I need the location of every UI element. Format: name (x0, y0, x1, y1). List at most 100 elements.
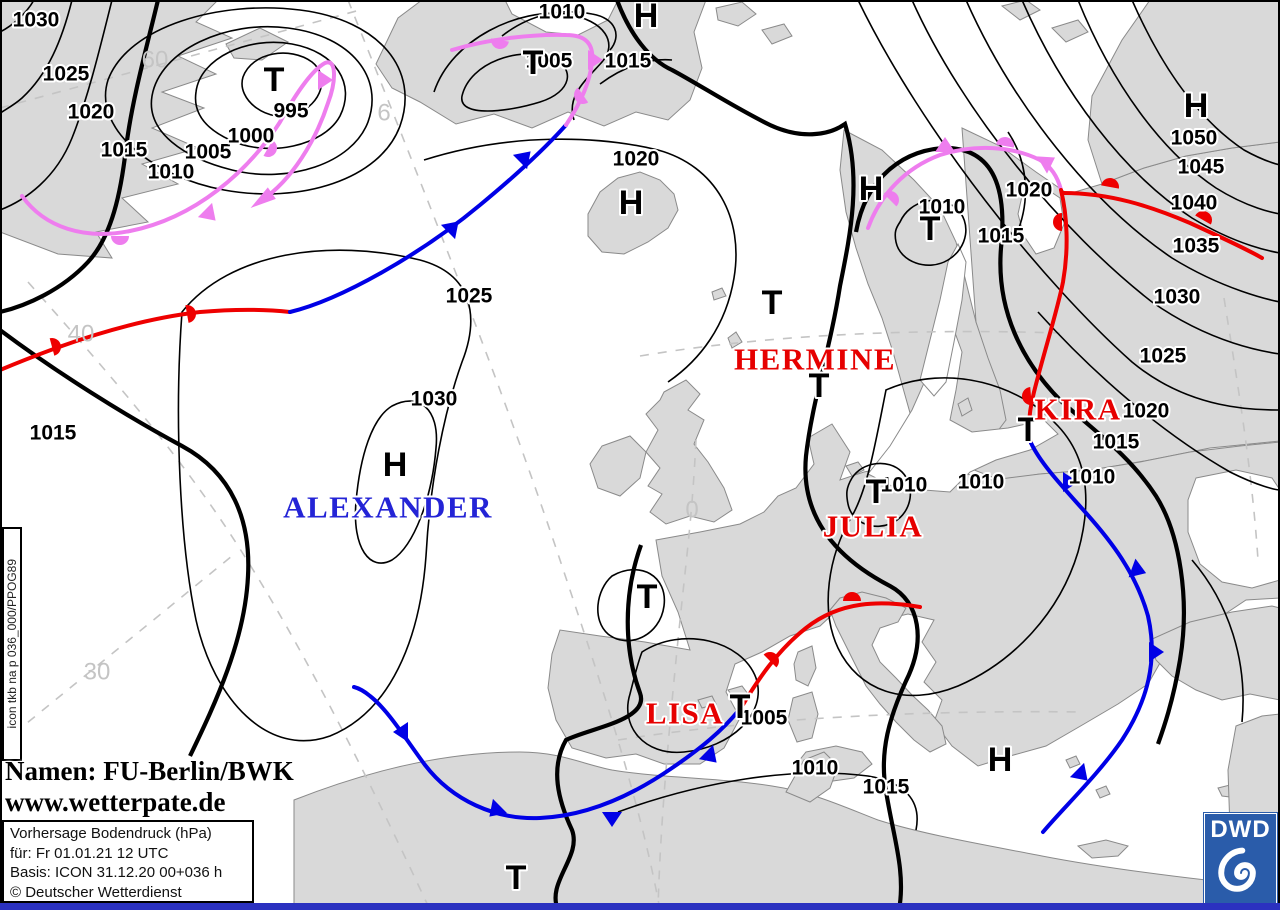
pressure-value-label: 1020 (68, 101, 115, 124)
low-pressure-marker: T (762, 284, 783, 322)
isobar-line-main (0, 0, 161, 315)
cold-front-marker (1069, 762, 1088, 781)
credits-block: Namen: FU-Berlin/BWK www.wetterpate.de (5, 756, 294, 818)
isobar-line (846, 462, 912, 528)
pressure-value-label: 1015 (863, 776, 910, 799)
info-model-basis-line: Basis: ICON 31.12.20 00+036 h (10, 864, 223, 881)
graticule-value-label: 6 (377, 100, 390, 127)
info-copyright-line: © Deutscher Wetterdienst (10, 883, 182, 901)
warm-front-marker (1195, 211, 1212, 225)
isobar-line-main (553, 544, 644, 910)
low-pressure-marker: T (1018, 411, 1039, 449)
isobar-line (965, 0, 1280, 303)
front-group (0, 32, 1264, 834)
pressure-value-label: 1025 (446, 285, 493, 308)
low-pressure-marker: T (264, 61, 285, 99)
occluded-front-marker (263, 140, 277, 157)
occluded-front-marker (1037, 156, 1055, 174)
graticule-line (1223, 297, 1259, 561)
pressure-value-label: 1050 (1171, 127, 1218, 150)
pressure-system-name: ALEXANDER (283, 490, 493, 525)
graticule-value-label: 60 (142, 47, 169, 74)
pressure-value-label: 1015 (978, 225, 1025, 248)
cold-front-marker (489, 798, 508, 817)
warm-front-marker (49, 338, 61, 356)
pressure-value-label: 1005 (741, 707, 788, 730)
graticule-line (617, 710, 1081, 741)
isobar-line (1191, 559, 1244, 723)
graticule-value-label: 40 (68, 321, 95, 348)
isobar-line (911, 0, 1280, 355)
land-mass (957, 397, 973, 417)
isobar-line (241, 52, 323, 117)
dwd-logo-text: DWD (1210, 816, 1271, 843)
names-credit-label: Namen: FU-Berlin/BWK (5, 756, 294, 786)
pressure-system-name: JULIA (823, 509, 924, 544)
cold-front-marker (393, 722, 408, 742)
land-mass (845, 461, 865, 477)
occluded-front-marker (996, 137, 1014, 148)
cold-front-marker (1063, 472, 1078, 492)
occluded-front-marker (935, 137, 955, 152)
isobar-line-main (0, 328, 251, 757)
isobar-line (894, 199, 967, 266)
cold-front-marker (1149, 642, 1164, 662)
isobar-line (597, 568, 666, 642)
land-mass (587, 171, 679, 255)
forecast-info-box: Vorhersage Bodendruck (hPa) für: Fr 01.0… (2, 820, 254, 903)
land-mass (1076, 839, 1129, 859)
bottom-blue-bar (0, 903, 1280, 910)
occluded-front-marker (574, 87, 589, 104)
pressure-value-label: 1040 (1171, 192, 1218, 215)
low-pressure-marker: T (730, 688, 751, 726)
isobar-line (104, 7, 406, 195)
dwd-spiral-icon (1217, 847, 1256, 892)
pressure-value-label: 1010 (1069, 466, 1116, 489)
land-mass (547, 423, 1280, 767)
pressure-value-label: 1020 (1123, 400, 1170, 423)
isobar-line (0, 0, 73, 115)
warm-front-line (1027, 188, 1069, 445)
info-product-line: Vorhersage Bodendruck (hPa) (10, 825, 212, 842)
graticule-line (0, 555, 233, 746)
isobar-line-main (615, 0, 920, 910)
pressure-value-label: 1015 (30, 422, 77, 445)
sea-patch (1187, 469, 1280, 589)
occluded-front-marker (491, 38, 509, 49)
cold-front-marker (698, 744, 717, 763)
isobar-line (461, 53, 569, 112)
pressure-value-label: 1010 (539, 1, 586, 24)
pressure-value-label: 1030 (1154, 286, 1201, 309)
product-code-label: icon tkb na p 036_000/PPOG89 (5, 559, 19, 729)
low-pressure-marker: T (523, 44, 544, 82)
low-pressure-marker: T (920, 210, 941, 248)
land-mass (1051, 19, 1089, 43)
warm-front-marker (1022, 387, 1032, 405)
pressure-value-label: 1010 (919, 196, 966, 219)
high-pressure-marker: H (619, 184, 644, 222)
land-mass (711, 287, 727, 301)
warm-front-marker (843, 592, 861, 601)
isobar-line (1007, 131, 1027, 241)
occluded-front-line (20, 60, 336, 236)
pressure-value-label: 1010 (881, 474, 928, 497)
cold-front-line (1029, 441, 1154, 834)
high-pressure-marker: H (1184, 87, 1209, 125)
pressure-value-label: 995 (273, 100, 308, 123)
land-mass (1065, 755, 1081, 769)
pressure-value-label: 1035 (1173, 235, 1220, 258)
pressure-value-label: 1015 (605, 50, 652, 73)
high-pressure-marker: H (383, 446, 408, 484)
cold-front-marker (602, 812, 622, 827)
high-pressure-marker: H (634, 0, 659, 35)
graticule-value-label: 30 (84, 659, 111, 686)
occluded-front-marker (588, 50, 603, 70)
warm-front-line (739, 601, 922, 710)
warm-front-line (0, 307, 292, 372)
warm-front-marker (185, 305, 196, 323)
land-mass (793, 645, 817, 687)
pressure-system-name: HERMINE (734, 342, 896, 377)
